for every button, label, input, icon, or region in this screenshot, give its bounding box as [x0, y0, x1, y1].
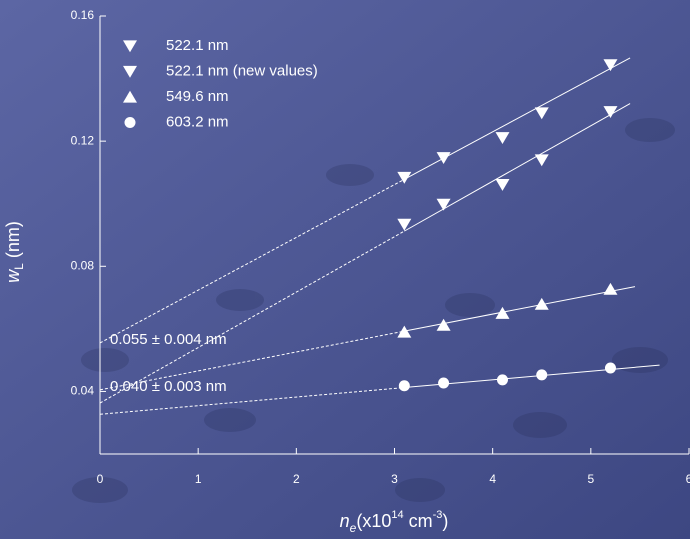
- label-part: cm: [404, 511, 433, 531]
- x-tick-label: 5: [587, 472, 594, 486]
- label-part: n: [340, 511, 350, 531]
- y-axis-label: wL (nm): [3, 221, 26, 283]
- label-part: (nm): [3, 221, 23, 263]
- legend-label: 603.2 nm: [166, 113, 229, 130]
- data-point: [536, 369, 547, 380]
- label-part: 14: [391, 509, 403, 521]
- annotation: 0.055 ± 0.004 nm: [110, 331, 227, 348]
- legend-label: 522.1 nm: [166, 37, 229, 54]
- x-tick-label: 0: [97, 472, 104, 486]
- legend-label: 522.1 nm (new values): [166, 62, 318, 79]
- y-tick-label: 0.04: [71, 384, 95, 398]
- annotation: 0.040 ± 0.003 nm: [110, 378, 227, 395]
- y-tick-label: 0.16: [71, 8, 95, 22]
- x-tick-label: 4: [489, 472, 496, 486]
- x-tick-label: 1: [195, 472, 202, 486]
- x-tick-label: 3: [391, 472, 398, 486]
- data-point: [497, 374, 508, 385]
- label-part: (x10: [356, 511, 391, 531]
- data-point: [399, 380, 410, 391]
- data-point: [438, 377, 449, 388]
- label-part: ): [442, 511, 448, 531]
- label-part: -3: [433, 509, 443, 521]
- data-point: [605, 362, 616, 373]
- legend-marker: [125, 117, 136, 128]
- legend-label: 549.6 nm: [166, 88, 229, 105]
- label-part: w: [3, 269, 23, 283]
- x-tick-label: 6: [686, 472, 690, 486]
- chart: 0.040.080.120.160123456ne(x1014 cm-3)wL …: [0, 0, 690, 539]
- y-tick-label: 0.12: [71, 133, 95, 147]
- x-tick-label: 2: [293, 472, 300, 486]
- y-tick-label: 0.08: [71, 258, 95, 272]
